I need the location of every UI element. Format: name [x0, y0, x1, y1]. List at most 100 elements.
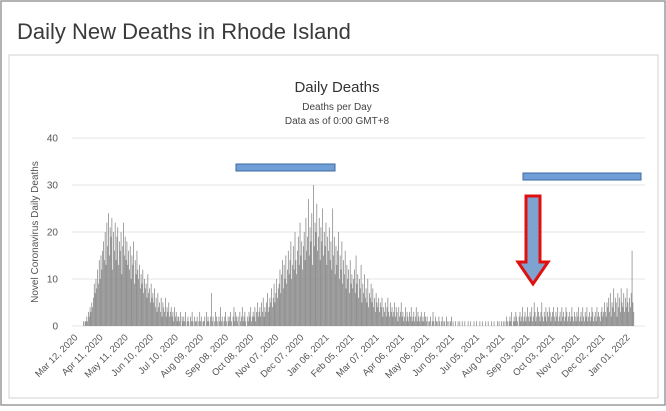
- bar: [417, 311, 419, 326]
- bar: [287, 250, 289, 326]
- bar: [129, 269, 130, 326]
- bar: [558, 316, 560, 326]
- bar: [105, 264, 107, 326]
- bar: [301, 241, 303, 326]
- bar: [308, 199, 309, 326]
- bar: [358, 297, 359, 326]
- bar: [170, 307, 172, 326]
- bar: [306, 250, 308, 326]
- bar: [433, 321, 435, 326]
- bar: [277, 288, 279, 326]
- bar: [425, 321, 427, 326]
- bar: [309, 227, 311, 326]
- bar: [532, 321, 533, 326]
- bar: [527, 316, 529, 326]
- bar: [379, 302, 381, 326]
- bar: [354, 293, 356, 326]
- bar: [345, 288, 347, 326]
- bar: [108, 255, 110, 326]
- bar: [272, 307, 273, 326]
- bar: [401, 316, 403, 326]
- bar: [364, 297, 366, 326]
- bar: [180, 311, 181, 326]
- bar: [296, 274, 298, 326]
- bar: [273, 283, 275, 326]
- bar: [619, 311, 621, 326]
- bar: [202, 321, 204, 326]
- bar: [280, 293, 282, 326]
- bar: [353, 279, 354, 326]
- bar: [154, 288, 155, 326]
- bar: [172, 311, 174, 326]
- bar: [412, 316, 414, 326]
- bar: [342, 283, 344, 326]
- bar: [279, 269, 281, 326]
- bar: [418, 316, 420, 326]
- bar: [307, 236, 308, 326]
- bar: [329, 260, 331, 326]
- bar: [200, 316, 202, 326]
- bar: [413, 311, 415, 326]
- bar: [324, 246, 326, 326]
- bar: [609, 311, 610, 326]
- bar: [99, 279, 101, 326]
- bar: [220, 307, 221, 326]
- bar: [313, 246, 315, 326]
- bar: [598, 311, 600, 326]
- bar: [118, 241, 120, 326]
- bar: [354, 269, 355, 326]
- bar: [575, 321, 577, 326]
- bar: [88, 316, 90, 326]
- bar: [274, 302, 276, 326]
- bar: [515, 311, 517, 326]
- bar: [212, 316, 214, 326]
- bar: [389, 302, 391, 326]
- bar: [100, 255, 102, 326]
- bar: [562, 316, 564, 326]
- bar: [403, 321, 405, 326]
- bar: [106, 222, 108, 326]
- bar: [588, 316, 589, 326]
- bar: [148, 293, 150, 326]
- bar: [393, 311, 395, 326]
- bar: [144, 279, 145, 326]
- bar: [615, 302, 617, 326]
- bar: [285, 255, 287, 326]
- bar: [397, 321, 399, 326]
- bar: [237, 316, 239, 326]
- bar: [223, 321, 225, 326]
- bar: [333, 236, 335, 326]
- bar: [613, 288, 615, 326]
- bar: [365, 288, 367, 326]
- bar: [584, 321, 585, 326]
- bar: [594, 311, 596, 326]
- bar: [435, 316, 436, 326]
- bar: [631, 250, 633, 326]
- bar: [278, 283, 280, 326]
- bar: [573, 311, 575, 326]
- bar: [181, 316, 183, 326]
- bar: [196, 316, 198, 326]
- chart-subtitle: Deaths per Day: [302, 102, 371, 113]
- bar: [251, 321, 252, 326]
- bar: [481, 321, 483, 326]
- bar: [414, 321, 416, 326]
- bar: [124, 236, 126, 326]
- bar: [422, 316, 424, 326]
- bar: [331, 269, 333, 326]
- bar: [395, 307, 397, 326]
- bar: [149, 302, 151, 326]
- bar: [310, 241, 312, 326]
- bar: [378, 297, 380, 326]
- bar: [604, 302, 605, 326]
- bar: [369, 297, 371, 326]
- bar: [348, 293, 350, 326]
- bar: [506, 316, 508, 326]
- bar: [556, 316, 558, 326]
- y-tick-label: 30: [47, 181, 59, 192]
- bar: [204, 316, 206, 326]
- bar: [299, 222, 301, 326]
- bar: [149, 288, 150, 326]
- bar: [98, 283, 99, 326]
